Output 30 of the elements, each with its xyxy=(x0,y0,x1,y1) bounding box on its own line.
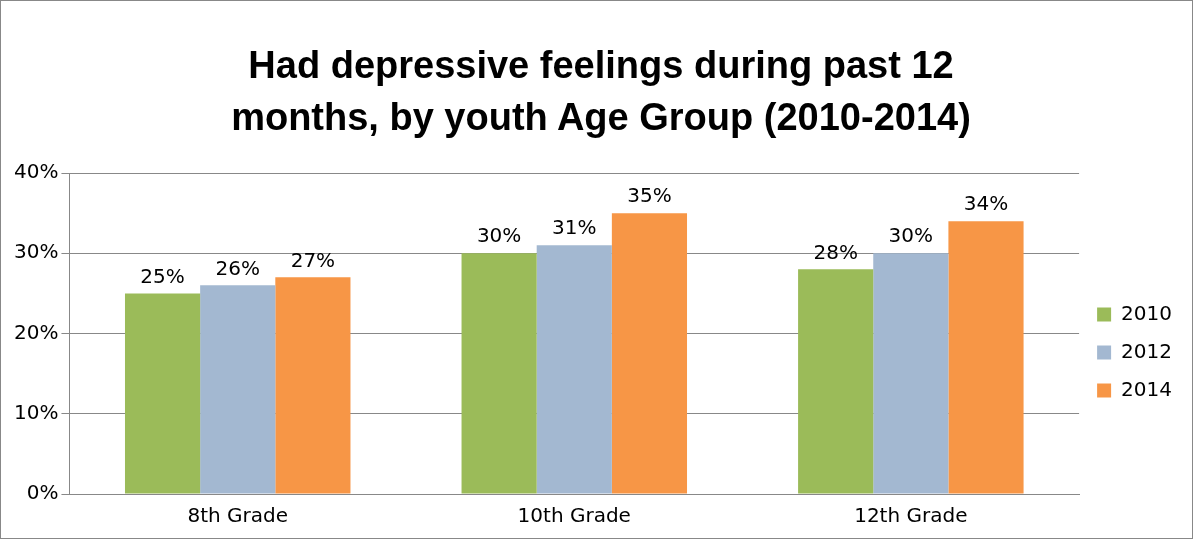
data-label: 25% xyxy=(140,263,185,288)
y-tick-label: 40% xyxy=(14,159,59,184)
x-tick-label: 12th Grade xyxy=(854,503,968,528)
data-label: 26% xyxy=(215,255,260,280)
data-label: 27% xyxy=(290,247,336,272)
data-label: 31% xyxy=(552,215,597,240)
legend-label: 2014 xyxy=(1121,376,1173,401)
bar xyxy=(948,221,1024,494)
chart-title: Had depressive feelings during past 12 months, by youth Age Group (2010-2014) xyxy=(230,43,972,140)
y-tick-label: 30% xyxy=(14,239,59,264)
data-label: 28% xyxy=(813,239,858,264)
bar xyxy=(798,269,874,494)
y-tick-label: 0% xyxy=(26,480,59,505)
bar xyxy=(536,245,612,494)
bar xyxy=(275,277,351,494)
bar xyxy=(611,213,688,494)
bar xyxy=(200,285,276,494)
data-label: 30% xyxy=(888,223,934,248)
x-tick-label: 10th Grade xyxy=(517,503,631,528)
legend-label: 2010 xyxy=(1121,300,1173,325)
legend-label: 2012 xyxy=(1121,338,1173,363)
bar xyxy=(124,293,201,494)
data-label: 35% xyxy=(627,183,672,208)
y-tick-label: 20% xyxy=(14,319,59,344)
data-label: 34% xyxy=(963,191,1009,216)
bar xyxy=(873,253,949,494)
x-tick-label: 8th Grade xyxy=(187,503,289,528)
y-tick-label: 10% xyxy=(14,399,59,424)
data-label: 30% xyxy=(476,223,522,248)
bar xyxy=(461,253,537,494)
